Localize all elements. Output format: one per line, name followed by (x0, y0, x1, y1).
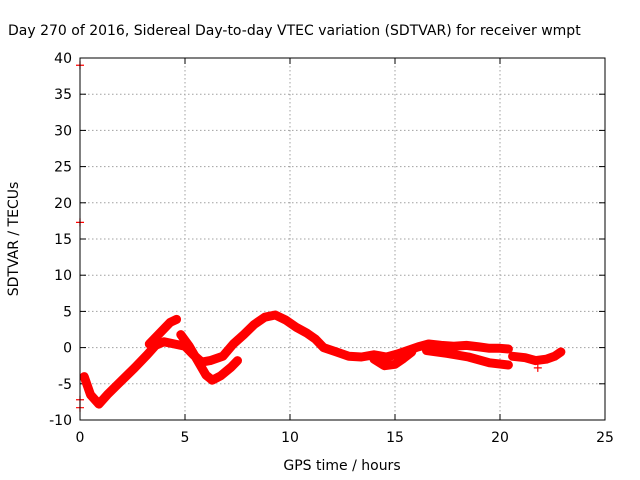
data-point (556, 347, 565, 356)
data-point (193, 356, 202, 365)
data-point (170, 339, 179, 348)
data-point (531, 356, 540, 365)
outlier-point (533, 363, 542, 372)
y-tick-label: -10 (49, 413, 72, 429)
data-point (464, 353, 473, 362)
data-point (281, 316, 290, 325)
x-tick-label: 15 (386, 430, 404, 446)
data-point (311, 334, 320, 343)
data-point (227, 363, 236, 372)
data-point (145, 339, 154, 348)
data-point (80, 372, 89, 381)
x-tick-label: 5 (181, 430, 190, 446)
data-point (86, 390, 95, 399)
data-point (475, 342, 483, 351)
y-tick-label: 25 (54, 160, 72, 176)
data-point (485, 344, 494, 353)
data-point (229, 339, 238, 348)
y-tick-label: -5 (58, 377, 72, 393)
data-point (155, 329, 164, 338)
data-point (391, 360, 399, 369)
data-point (143, 350, 152, 359)
data-point (260, 313, 269, 322)
data-point (393, 350, 402, 359)
chart-title: Day 270 of 2016, Sidereal Day-to-day VTE… (8, 23, 581, 39)
y-tick-label: 30 (54, 123, 72, 139)
y-tick-label: 10 (54, 268, 72, 284)
data-point (462, 341, 471, 350)
series-upper-band (144, 314, 182, 349)
data-point (496, 344, 504, 353)
data-point (521, 353, 530, 362)
data-point (485, 358, 494, 367)
data-point (292, 323, 301, 332)
data-point (407, 347, 416, 356)
x-tick-label: 0 (76, 430, 85, 446)
data-point (319, 343, 328, 352)
data-point (302, 329, 311, 338)
data-point (380, 361, 389, 370)
data-point (218, 352, 227, 361)
data-point (130, 363, 139, 372)
x-tick-label: 25 (596, 430, 614, 446)
data-point (94, 400, 103, 409)
y-tick-label: 5 (63, 304, 72, 320)
x-axis-label: GPS time / hours (283, 458, 400, 474)
y-tick-label: 35 (54, 87, 72, 103)
data-point (118, 376, 126, 385)
data-point (504, 345, 513, 354)
data-point (550, 352, 559, 361)
data-point (239, 330, 248, 339)
y-tick-label: 15 (54, 232, 72, 248)
data-point (542, 355, 551, 364)
y-axis-ticks: -10 -5 0 5 10 15 20 25 30 35 40 (49, 51, 605, 429)
data-point (508, 352, 517, 361)
data-point (206, 356, 215, 365)
plot-frame (79, 57, 606, 421)
data-point (172, 315, 181, 324)
data-point (382, 353, 391, 362)
y-tick-label: 20 (54, 196, 72, 212)
data-point (160, 337, 168, 346)
data-point (176, 330, 185, 339)
data-point (271, 311, 280, 320)
data-point (185, 342, 194, 351)
data-point (422, 346, 431, 355)
data-point (332, 347, 341, 356)
data-point (103, 390, 112, 399)
y-tick-label: 0 (63, 341, 72, 357)
data-point (202, 371, 210, 380)
data-point (250, 320, 259, 329)
data-point (344, 352, 353, 361)
grid (80, 58, 605, 420)
data-point (504, 360, 513, 369)
data-point (233, 356, 242, 365)
data-point (357, 353, 366, 362)
data-point (370, 355, 378, 364)
data-series (79, 310, 566, 409)
x-tick-label: 10 (281, 430, 299, 446)
data-point (443, 349, 452, 358)
series-lower-branch-1 (176, 330, 242, 385)
x-tick-label: 20 (491, 430, 509, 446)
x-axis-ticks: 0 5 10 15 20 25 (76, 58, 614, 446)
data-point (399, 354, 408, 363)
data-point (414, 342, 423, 351)
data-point (166, 318, 175, 327)
y-axis-label: SDTVAR / TECUs (6, 182, 22, 297)
data-point (449, 342, 458, 351)
y-tick-label: 40 (54, 51, 72, 67)
data-point (208, 376, 217, 385)
data-point (216, 371, 225, 380)
